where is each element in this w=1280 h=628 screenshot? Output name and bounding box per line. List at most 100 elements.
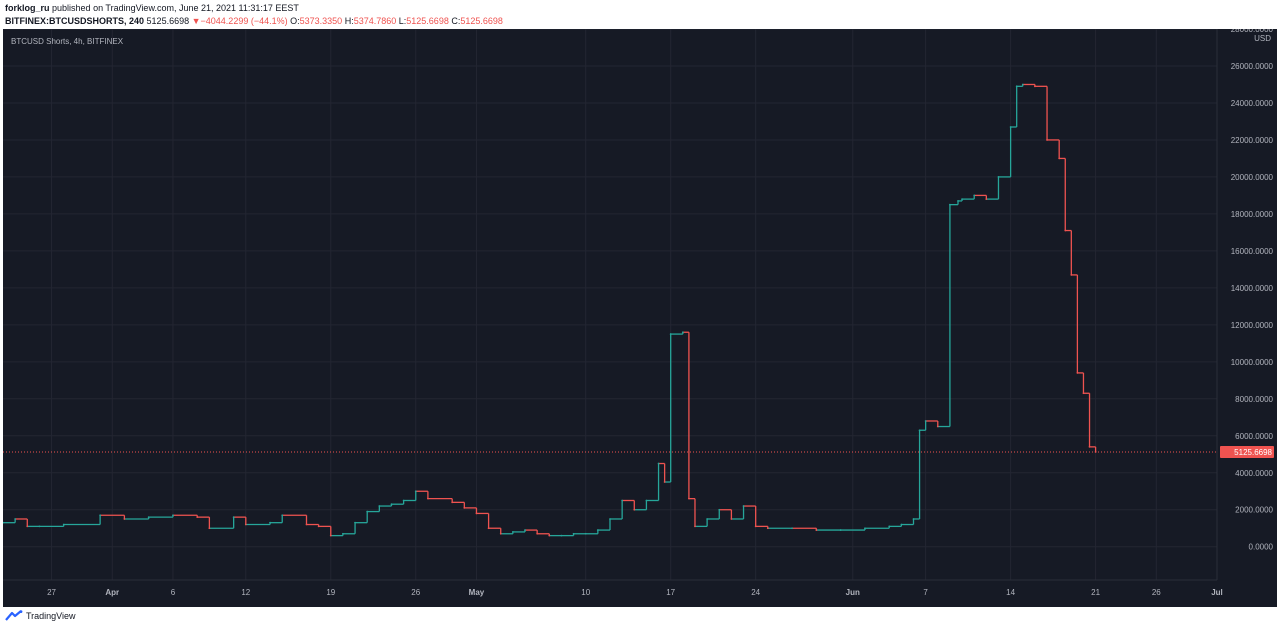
data-point <box>536 532 539 535</box>
data-point <box>1070 274 1073 276</box>
footer: TradingView <box>0 607 1280 628</box>
data-point <box>694 525 696 528</box>
data-point <box>985 198 988 201</box>
data-point <box>718 508 721 511</box>
data-point <box>463 506 466 509</box>
data-point <box>269 521 271 524</box>
x-tick-label: 12 <box>241 588 250 597</box>
data-point <box>3 521 4 524</box>
publisher-name[interactable]: forklog_ru <box>5 3 50 13</box>
data-point <box>888 525 891 528</box>
data-point <box>62 523 65 526</box>
x-tick-label: Apr <box>105 588 119 597</box>
open-label: O: <box>290 16 300 26</box>
y-tick-label: 18000.0000 <box>1231 210 1274 219</box>
y-tick-label: 24000.0000 <box>1231 99 1274 108</box>
low-value: 5125.6698 <box>406 16 449 26</box>
x-tick-label: May <box>469 588 485 597</box>
data-point <box>657 462 660 465</box>
data-point <box>548 534 551 537</box>
tradingview-logo[interactable]: TradingView <box>5 610 76 621</box>
change-arrow-icon: ▼ <box>191 16 201 26</box>
last-price-badge <box>1220 445 1274 458</box>
data-point <box>1088 445 1091 448</box>
low-label: L: <box>398 16 407 26</box>
data-point <box>839 529 842 531</box>
y-tick-label: 14000.0000 <box>1231 284 1274 293</box>
x-tick-label: 21 <box>1091 588 1100 597</box>
data-point <box>99 514 102 517</box>
data-point <box>1058 157 1061 160</box>
data-point <box>815 529 818 531</box>
data-point <box>26 525 29 528</box>
y-tick-label: 0.0000 <box>1249 543 1274 552</box>
data-point <box>742 505 745 507</box>
data-point <box>791 527 793 530</box>
y-tick-label: 16000.0000 <box>1231 247 1274 256</box>
x-tick-label: 26 <box>1152 588 1161 597</box>
data-point <box>900 523 903 526</box>
chart-area[interactable]: 28000.0000 26000.0000 24000.0000 22000.0000… <box>3 29 1277 609</box>
last-price-badge-label: 5125.6698 <box>1234 448 1272 457</box>
data-point <box>924 420 927 422</box>
tradingview-brand-text: TradingView <box>26 610 76 621</box>
data-point <box>633 508 636 511</box>
data-point <box>366 510 369 513</box>
change-value: −4044.2299 (−44.1%) <box>200 16 288 26</box>
open-value: 5373.3350 <box>299 16 343 26</box>
data-point <box>354 521 356 524</box>
x-tick-label: 19 <box>326 588 335 597</box>
data-point <box>317 525 320 528</box>
data-point <box>342 532 344 535</box>
data-point <box>663 481 666 483</box>
price-chart[interactable]: 28000.0000 26000.0000 24000.0000 22000.0000… <box>3 29 1277 609</box>
data-point <box>645 499 648 502</box>
ohlc-line: BITFINEX:BTCUSDSHORTS, 240 5125.6698 ▼−4… <box>5 16 503 26</box>
data-point <box>706 518 709 520</box>
data-point <box>1082 392 1085 395</box>
data-point <box>596 529 599 531</box>
data-point <box>402 499 405 502</box>
data-point <box>766 527 769 530</box>
data-point <box>511 531 514 533</box>
published-text: published on TradingView.com, June 21, 2… <box>52 3 299 13</box>
data-point <box>584 532 587 535</box>
data-point <box>281 514 284 517</box>
data-point <box>961 198 963 201</box>
x-tick-label: 10 <box>581 588 590 597</box>
y-unit-label: USD <box>1254 34 1271 43</box>
chart-title: BTCUSD Shorts, 4h, BITFINEX <box>11 37 124 46</box>
data-point <box>524 529 526 531</box>
high-value: 5374.7860 <box>353 16 397 26</box>
data-point <box>936 425 939 428</box>
data-point <box>688 497 690 500</box>
data-point <box>730 518 733 520</box>
data-point <box>864 527 866 530</box>
data-point <box>1015 85 1018 88</box>
data-point <box>208 527 211 530</box>
data-point <box>669 333 672 335</box>
publisher-line: forklog_ru published on TradingView.com,… <box>5 3 299 13</box>
data-point <box>572 532 575 535</box>
data-point <box>560 534 563 537</box>
data-point <box>305 523 308 526</box>
data-point <box>14 518 17 520</box>
data-point <box>912 518 915 520</box>
x-tick-label: 7 <box>923 588 928 597</box>
y-tick-label: 26000.0000 <box>1231 62 1274 71</box>
y-tick-label: 8000.0000 <box>1235 395 1273 404</box>
data-point <box>1034 85 1036 88</box>
data-point <box>451 501 454 504</box>
last-price-value: 5125.6698 <box>146 16 190 26</box>
data-point <box>949 203 951 206</box>
data-point <box>754 525 757 528</box>
data-point <box>487 527 490 530</box>
close-value: 5125.6698 <box>460 16 503 26</box>
data-point <box>123 518 126 520</box>
tradingview-logo-icon <box>5 610 23 621</box>
close-label: C: <box>451 16 461 26</box>
x-tick-label: 24 <box>751 588 760 597</box>
data-point <box>390 503 393 506</box>
data-point <box>1046 139 1048 141</box>
y-tick-label: 20000.0000 <box>1231 173 1274 182</box>
